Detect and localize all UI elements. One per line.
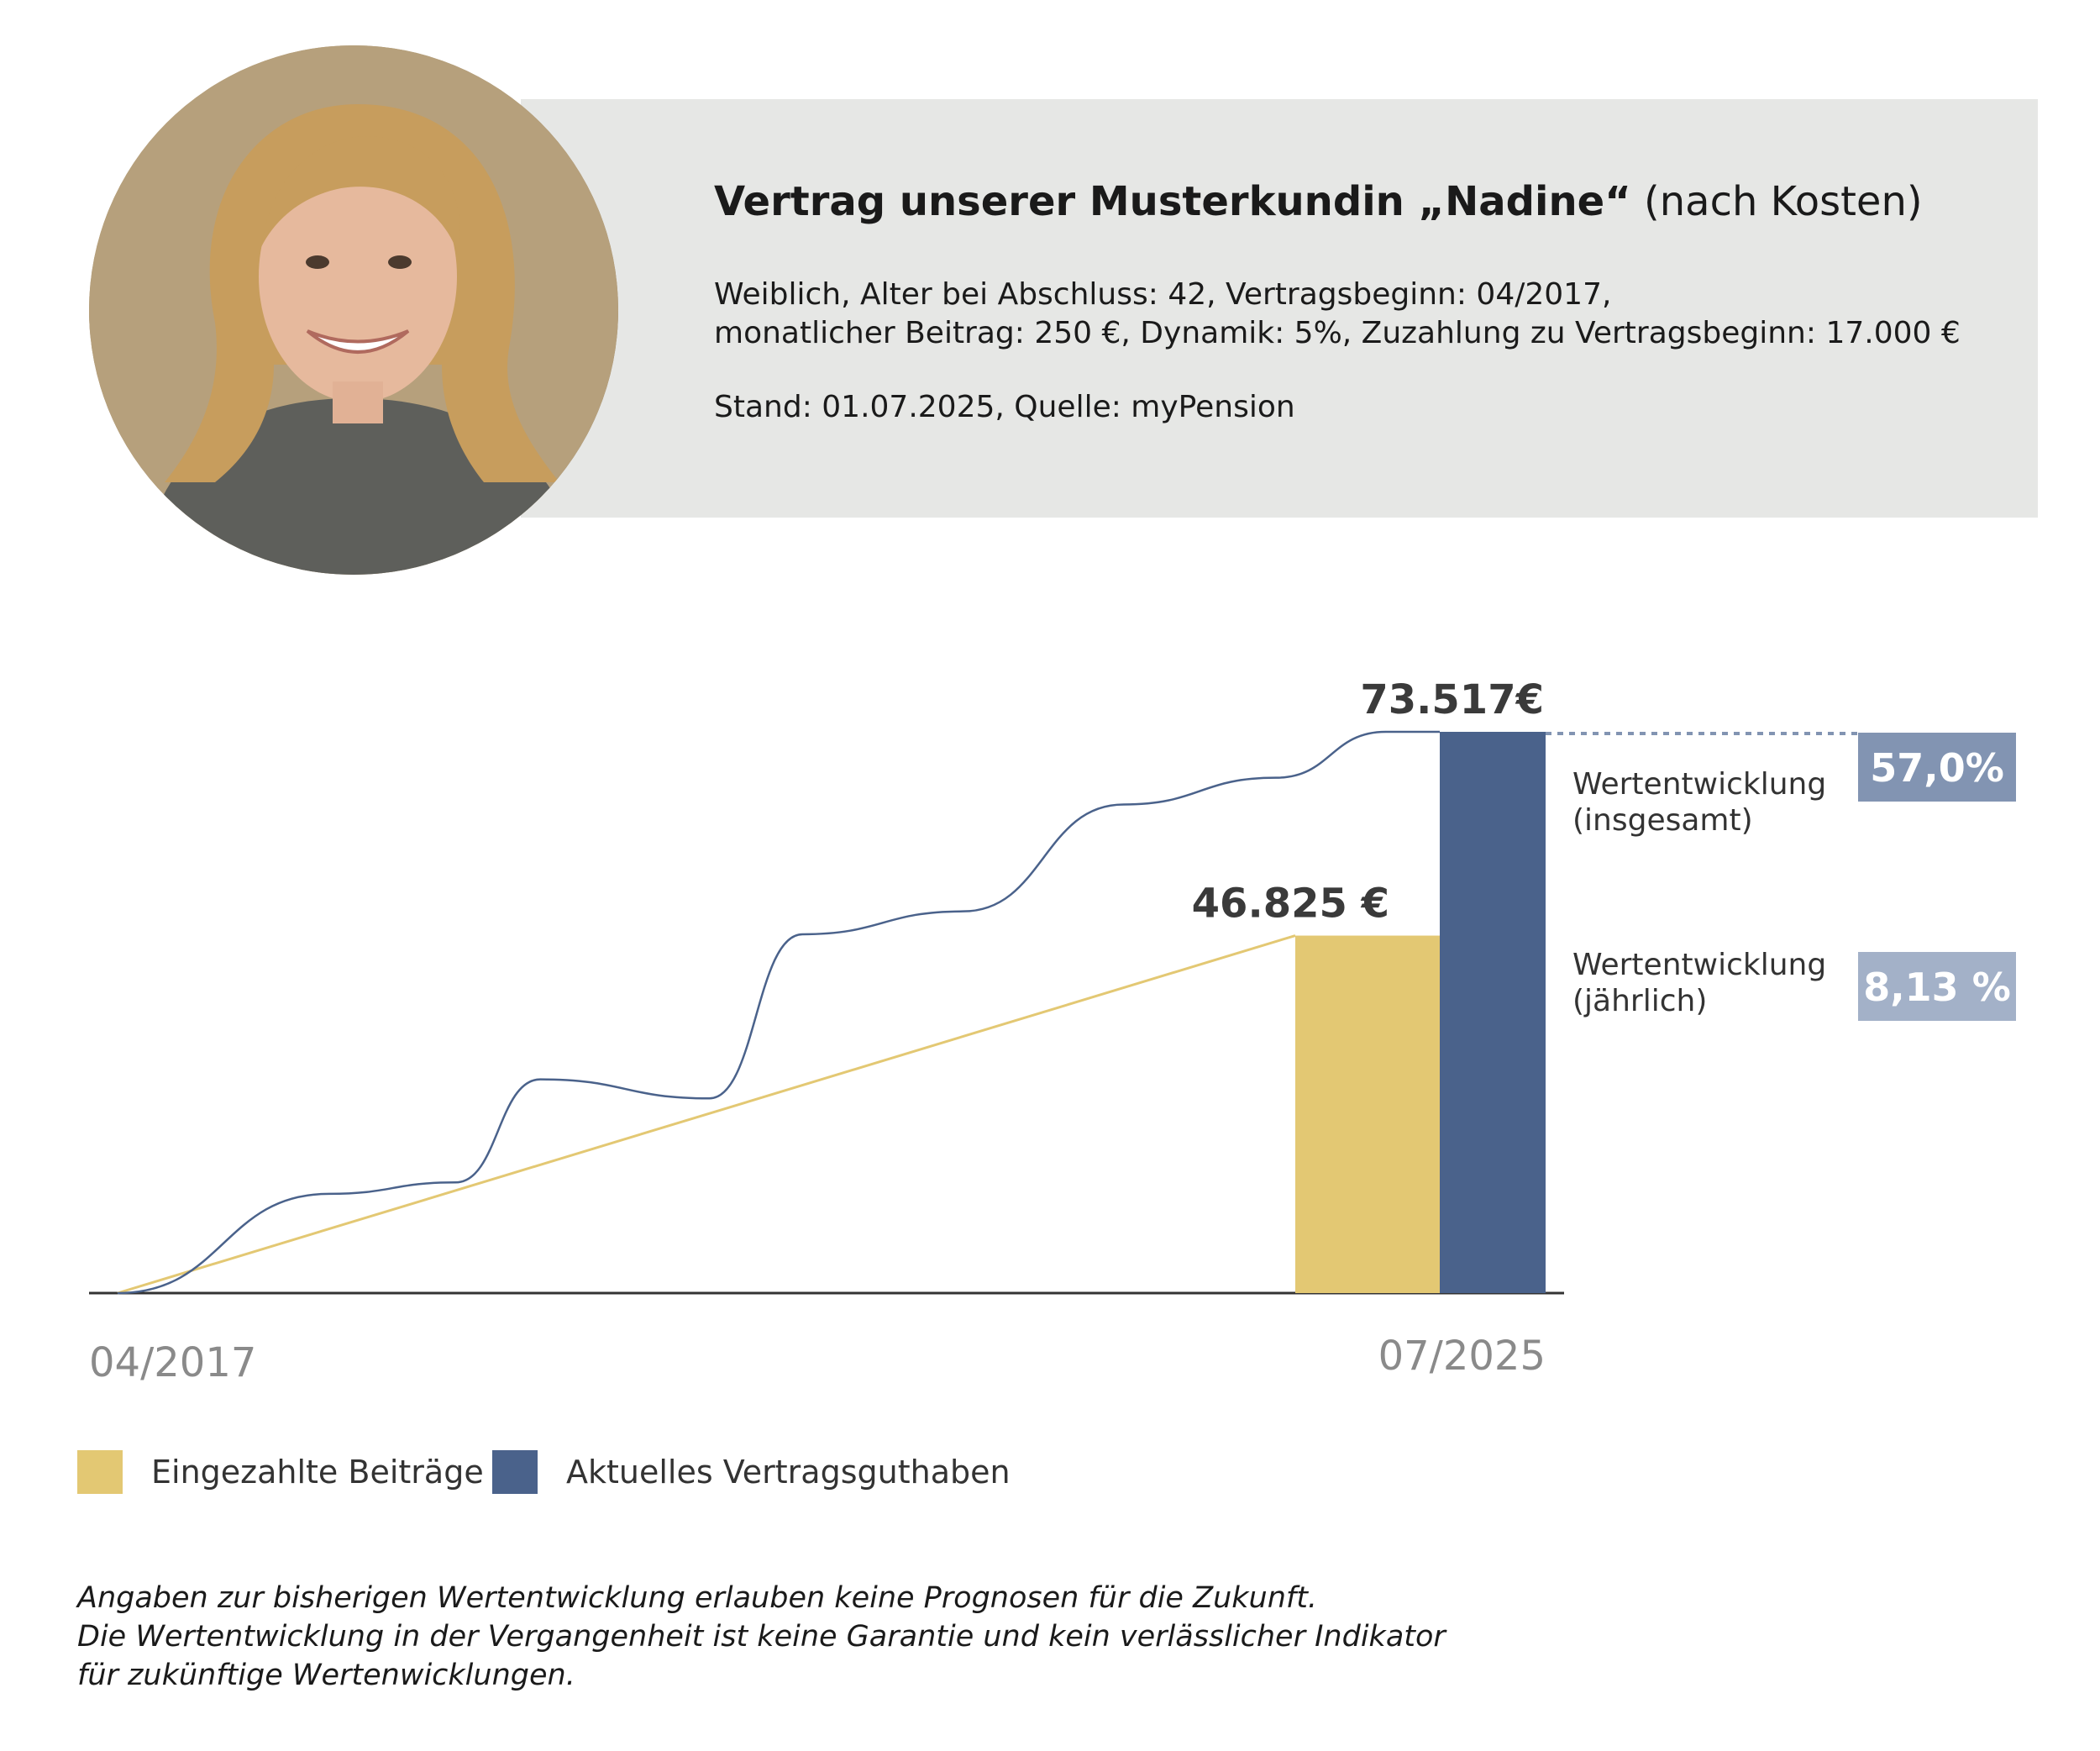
perf-annual-label-2: (jährlich): [1572, 984, 1707, 1018]
performance-chart: 46.825 € 73.517€ 04/2017 07/2025 Wertent…: [89, 676, 2016, 1386]
disclaimer-line-3: für zukünftige Wertenwicklungen.: [77, 1659, 575, 1692]
data-source-line: Stand: 01.07.2025, Quelle: myPension: [714, 390, 1295, 424]
perf-total-badge: [1858, 733, 2016, 802]
perf-total-label-2: (insgesamt): [1572, 803, 1753, 838]
perf-total-value: 57,0%: [1870, 745, 2004, 791]
legend-swatch-paid: [77, 1450, 123, 1494]
info-panel: [521, 99, 2038, 518]
legend-label-paid: Eingezahlte Beiträge: [151, 1454, 484, 1491]
perf-annual-badge: [1858, 952, 2016, 1021]
perf-total-label-1: Wertentwicklung: [1572, 767, 1826, 802]
disclaimer-line-2: Die Wertentwicklung in der Vergangenheit…: [77, 1620, 1446, 1654]
title-suffix: (nach Kosten): [1644, 178, 1923, 225]
legend-label-balance: Aktuelles Vertragsguthaben: [566, 1454, 1011, 1491]
x-tick-end: 07/2025: [1378, 1333, 1546, 1380]
x-tick-start: 04/2017: [89, 1339, 256, 1386]
line-paid-contributions: [117, 934, 1296, 1295]
bar-paid-contributions: [1295, 935, 1440, 1293]
line-contract-balance: [117, 730, 1441, 1295]
contract-details-line-2: monatlicher Beitrag: 250 €, Dynamik: 5%,…: [714, 316, 1961, 350]
bar-label-paid: 46.825 €: [1192, 881, 1389, 928]
portrait-illustration: [89, 45, 618, 575]
bar-contract-balance: [1440, 732, 1546, 1293]
contract-details-line-1: Weiblich, Alter bei Abschluss: 42, Vertr…: [714, 277, 1612, 312]
page-title: Vertrag unserer Musterkundin „Nadine“ (n…: [714, 178, 1923, 225]
customer-photo: [89, 45, 618, 575]
bar-label-balance: 73.517€: [1360, 676, 1544, 723]
legend-swatch-balance: [492, 1450, 538, 1494]
title-bold: Vertrag unserer Musterkundin „Nadine“: [714, 178, 1631, 225]
perf-annual-value: 8,13 %: [1863, 965, 2011, 1010]
disclaimer-line-1: Angaben zur bisherigen Wertentwicklung e…: [77, 1581, 1318, 1615]
perf-annual-label-1: Wertentwicklung: [1572, 948, 1826, 982]
